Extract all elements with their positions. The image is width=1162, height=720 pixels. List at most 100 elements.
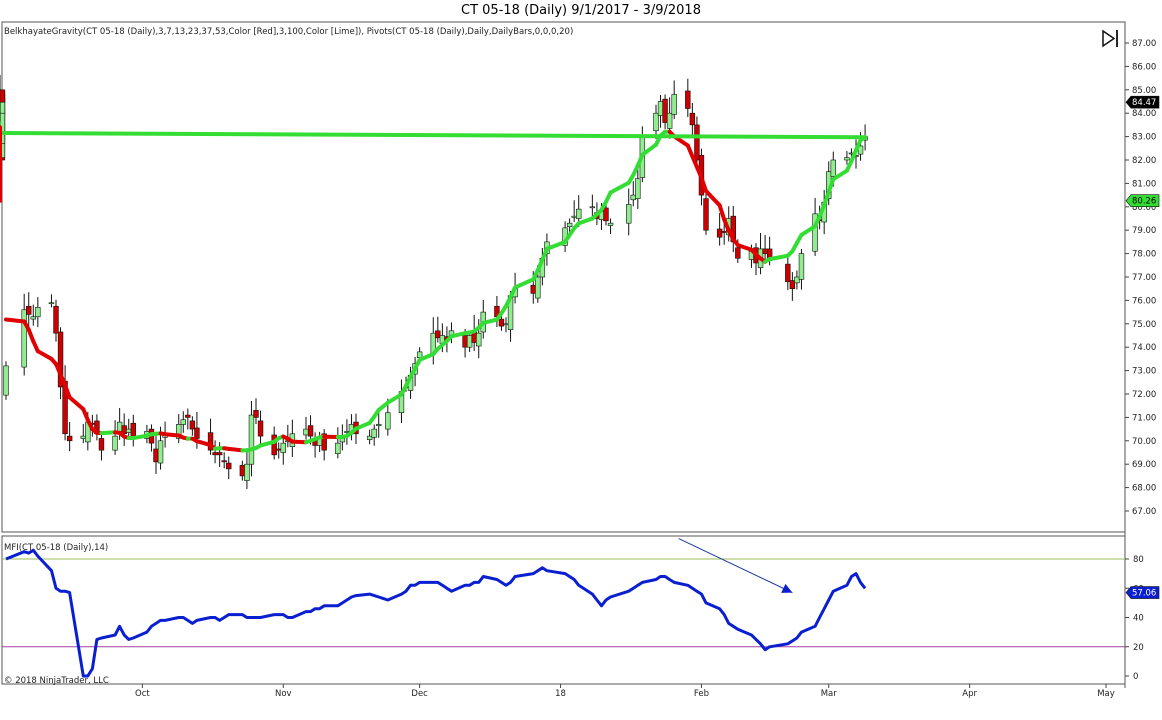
x-tick-label: Oct bbox=[135, 689, 150, 699]
candle-up bbox=[157, 440, 164, 464]
price-y-tick-label: 76.00 bbox=[1132, 296, 1156, 306]
candle-up bbox=[844, 157, 850, 161]
price-y-tick-label: 67.00 bbox=[1132, 507, 1156, 517]
price-y-tick-label: 82.00 bbox=[1132, 156, 1156, 166]
x-tick-label: 18 bbox=[555, 689, 566, 699]
candle-up bbox=[371, 428, 377, 438]
mfi-panel-frame bbox=[1, 535, 1126, 685]
x-tick-label: Feb bbox=[694, 689, 709, 699]
candle-up bbox=[366, 435, 373, 440]
price-y-tick-label: 69.00 bbox=[1132, 460, 1156, 470]
mfi-indicator-label: MFI(CT 05-18 (Daily),14) bbox=[4, 543, 108, 553]
candle-down bbox=[762, 248, 768, 254]
candle-down bbox=[276, 448, 282, 451]
candle-down bbox=[689, 112, 696, 126]
candle-up bbox=[635, 178, 641, 199]
gravity-segment-up bbox=[0, 130, 868, 140]
candle-down bbox=[435, 330, 441, 339]
candle-down bbox=[603, 207, 609, 222]
price-y-tick-label: 87.00 bbox=[1132, 39, 1156, 49]
candle-up bbox=[112, 435, 118, 451]
x-tick-label: Mar bbox=[821, 689, 838, 699]
gravity-segment-up bbox=[544, 239, 568, 251]
candle-up bbox=[653, 112, 659, 132]
candle-down bbox=[716, 228, 723, 238]
gravity-segment-up bbox=[385, 392, 404, 405]
candle-up bbox=[830, 159, 836, 177]
gravity-segment-up bbox=[449, 331, 468, 339]
gravity-segment-up bbox=[799, 224, 818, 237]
candle-up bbox=[571, 215, 577, 218]
candle-down bbox=[530, 284, 536, 294]
candle-up bbox=[176, 424, 182, 439]
candle-up bbox=[3, 365, 9, 396]
candle-up bbox=[116, 421, 123, 432]
gravity-segment-up bbox=[99, 430, 118, 436]
candle-down bbox=[207, 432, 214, 451]
gravity-segment-down bbox=[35, 349, 54, 361]
gravity-segment-up bbox=[354, 420, 372, 431]
gravity-segment-down bbox=[26, 327, 36, 344]
price-y-tick-label: 86.00 bbox=[1132, 62, 1156, 72]
gravity-value-badge-text: 80.26 bbox=[1132, 197, 1156, 207]
candle-up bbox=[385, 412, 391, 430]
candle-up bbox=[535, 276, 541, 299]
gravity-segment-up bbox=[513, 277, 536, 290]
mfi-y-tick-label: 40 bbox=[1133, 614, 1144, 624]
trend-arrow-head bbox=[781, 583, 793, 593]
candle-down bbox=[462, 335, 468, 348]
last-price-badge-bg bbox=[1125, 95, 1160, 109]
price-y-tick-label: 68.00 bbox=[1132, 484, 1156, 494]
candle-up bbox=[589, 206, 596, 209]
candle-up bbox=[335, 442, 341, 454]
play-icon[interactable] bbox=[1102, 29, 1116, 48]
gravity-segment-down bbox=[226, 446, 245, 453]
candle-down bbox=[307, 425, 314, 437]
candle-up bbox=[244, 463, 250, 481]
gravity-segment-up bbox=[131, 433, 149, 441]
mfi-panel[interactable] bbox=[2, 538, 1125, 678]
candle-up bbox=[476, 332, 482, 347]
gravity-segment-up bbox=[831, 168, 849, 182]
gravity-segment-down bbox=[735, 243, 754, 252]
gravity-segment-down bbox=[717, 203, 727, 222]
panel-frames bbox=[1, 21, 1126, 688]
candle-up bbox=[30, 316, 36, 320]
scroll-to-end-button[interactable] bbox=[1099, 28, 1121, 48]
gravity-segment-down bbox=[194, 439, 213, 448]
candle-down bbox=[253, 410, 259, 418]
candle-up bbox=[812, 213, 818, 252]
price-y-tick-label: 75.00 bbox=[1132, 320, 1156, 330]
mfi-y-tick-label: 20 bbox=[1133, 643, 1144, 653]
x-tick-label: Nov bbox=[275, 689, 292, 699]
candle-down bbox=[185, 414, 191, 418]
candle-down bbox=[26, 305, 32, 315]
gravity-segment-up bbox=[576, 216, 595, 226]
gravity-curve bbox=[0, 125, 868, 453]
candle-down bbox=[66, 435, 73, 442]
candle-down bbox=[226, 462, 232, 470]
candle-down bbox=[216, 452, 223, 456]
candle-down bbox=[257, 420, 264, 437]
mfi-value-badge-bg bbox=[1125, 586, 1160, 599]
mfi-line bbox=[5, 548, 867, 678]
price-y-tick-label: 73.00 bbox=[1132, 367, 1156, 377]
candle-up bbox=[576, 208, 582, 219]
candle-down bbox=[53, 305, 59, 334]
price-y-tick-label: 83.00 bbox=[1132, 133, 1156, 143]
price-panel[interactable] bbox=[0, 75, 868, 490]
gravity-segment-up bbox=[608, 180, 631, 195]
price-panel-frame bbox=[1, 21, 1126, 533]
candle-down bbox=[98, 438, 105, 451]
candle-up bbox=[126, 428, 132, 433]
gravity-segment-down bbox=[63, 383, 72, 400]
gravity-segment-down bbox=[699, 175, 708, 194]
gravity-segment-down bbox=[163, 432, 181, 438]
scroll-to-end-bg[interactable] bbox=[1099, 28, 1121, 48]
candle-up bbox=[35, 307, 41, 318]
gravity-segment-up bbox=[767, 253, 790, 262]
candle-up bbox=[339, 438, 346, 443]
candle-down bbox=[239, 465, 246, 477]
candle-up bbox=[503, 323, 509, 326]
